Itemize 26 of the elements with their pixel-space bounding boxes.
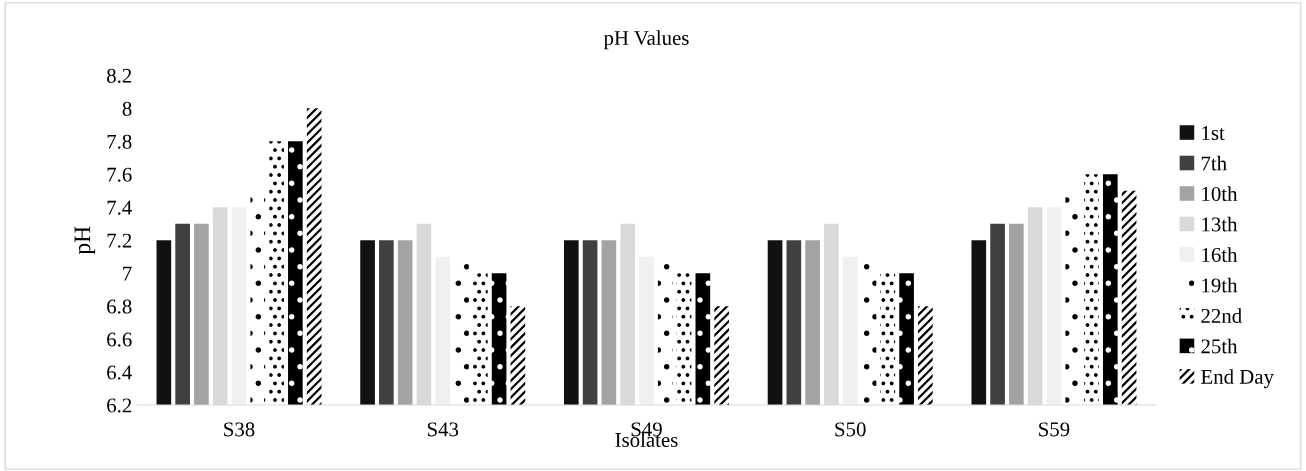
- chart-title: pH Values: [603, 30, 689, 50]
- x-tick-label: S59: [1039, 422, 1070, 437]
- y-tick-label: 7.8: [107, 134, 132, 149]
- y-tick-label: 8: [122, 101, 132, 116]
- legend-label: 10th: [1202, 186, 1238, 201]
- legend-label: 19th: [1202, 277, 1238, 293]
- y-axis-title: pH: [74, 226, 96, 255]
- legend-label: 7th: [1201, 155, 1227, 171]
- legend-label: 22nd: [1201, 308, 1242, 323]
- y-tick-label: 6.6: [107, 332, 132, 347]
- legend-label: 16th: [1202, 247, 1238, 262]
- legend-label: End Day: [1201, 369, 1274, 389]
- legend-label: 1st: [1202, 126, 1225, 141]
- y-tick-label: 7: [123, 266, 132, 281]
- y-tick-label: 8.2: [107, 68, 132, 83]
- x-tick-label: S50: [835, 422, 866, 437]
- y-tick-label: 6.4: [107, 365, 132, 380]
- x-tick-label: S43: [427, 422, 459, 437]
- legend-label: 13th: [1202, 216, 1238, 232]
- x-tick-label: S38: [224, 422, 255, 437]
- legend-label: 25th: [1201, 338, 1238, 354]
- y-tick-label: 7.4: [107, 200, 132, 215]
- y-tick-label: 6.8: [107, 299, 132, 314]
- y-tick-label: 7.2: [107, 233, 132, 248]
- y-tick-label: 7.6: [107, 167, 132, 182]
- y-tick-label: 6.2: [107, 398, 132, 413]
